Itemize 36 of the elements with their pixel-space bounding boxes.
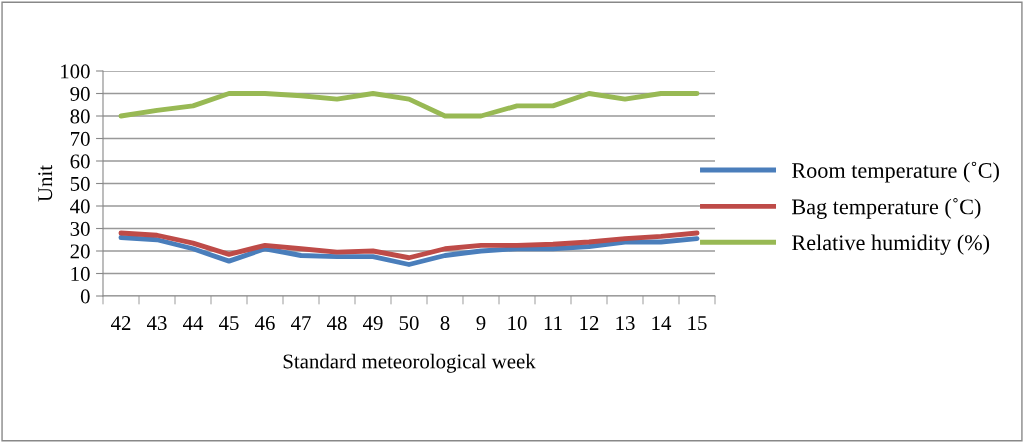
x-tick-label: 13 [616, 316, 635, 331]
x-tick-label: 14 [652, 316, 672, 330]
y-tick-label: 20 [70, 244, 90, 259]
y-tick-label: 80 [70, 109, 90, 124]
x-tick-label: 48 [326, 316, 347, 331]
y-tick-label: 100 [61, 64, 90, 79]
legend-label: Room temperature (˚C) [792, 161, 999, 183]
legend-label: Bag temperature (˚C) [792, 198, 981, 219]
y-tick-label: 30 [70, 221, 90, 236]
line-series [118, 230, 700, 261]
x-tick-label: 42 [110, 316, 131, 330]
x-tick-label: 49 [362, 316, 383, 331]
line-series [118, 91, 700, 119]
y-tick-label: 40 [70, 199, 90, 214]
y-tick-label: 0 [80, 289, 90, 304]
x-tick-label: 9 [476, 316, 486, 331]
x-tick-label: 12 [580, 316, 599, 330]
y-tick-label: 70 [71, 131, 90, 146]
x-tick-label: 47 [290, 316, 311, 330]
y-axis-title: Unit [38, 165, 53, 202]
x-tick-label: 50 [399, 316, 419, 331]
y-tick-label: 50 [70, 176, 90, 191]
x-tick-label: 8 [440, 316, 450, 331]
y-tick-label: 60 [70, 154, 90, 169]
line-series [118, 235, 700, 267]
x-tick-label: 10 [508, 316, 527, 331]
x-tick-label: 43 [146, 316, 167, 331]
y-tick-label: 90 [70, 86, 90, 101]
x-tick-label: 44 [182, 316, 204, 330]
x-tick-label: 15 [688, 316, 707, 331]
x-tick-label: 46 [254, 316, 275, 331]
legend-label: Relative humidity (%) [792, 234, 990, 255]
x-tick-label: 11 [544, 316, 562, 330]
y-tick-label: 10 [71, 266, 90, 281]
x-tick-label: 45 [218, 316, 239, 331]
x-axis-title: Standard meteorological week [283, 353, 536, 373]
